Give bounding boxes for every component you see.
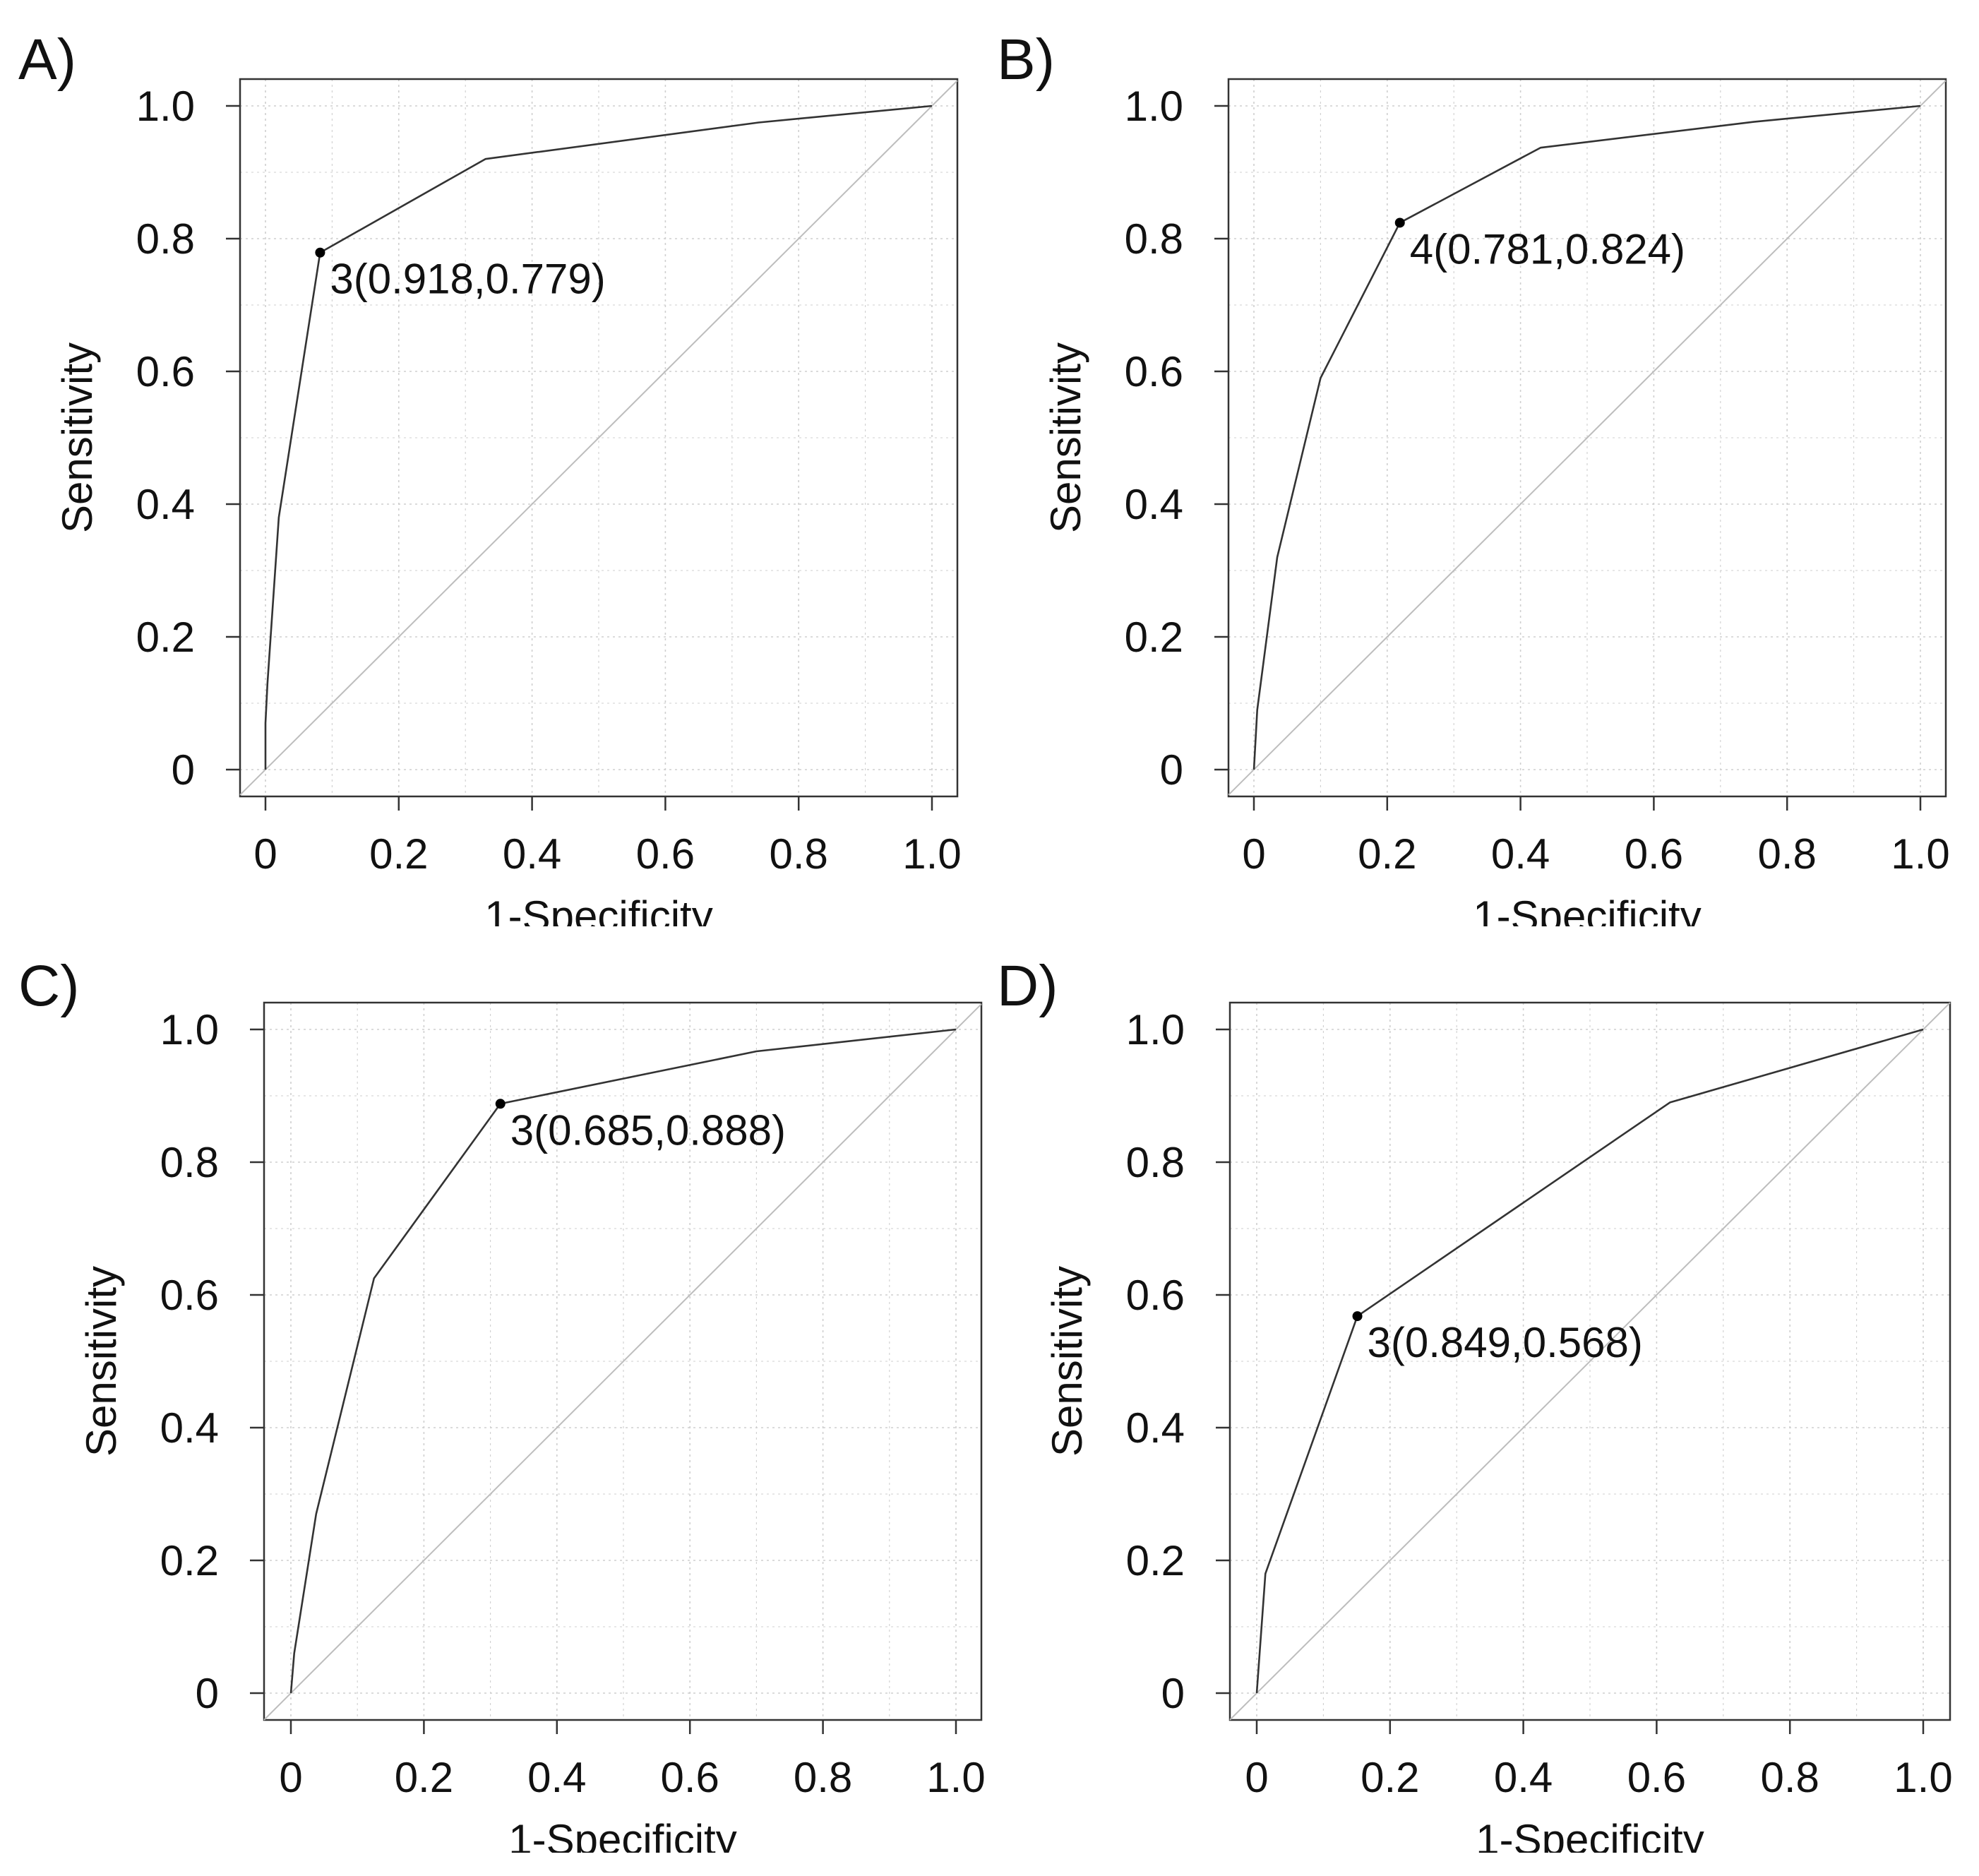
ticks: 0 0.2 0.4 0.6 0.8 1.0 0 0.2 0.4 0.6 0.8 1.0 — [1125, 83, 1950, 878]
panel-label: A) — [18, 28, 76, 92]
cutoff-point — [315, 247, 325, 258]
y-tick-label: 0.8 — [136, 215, 195, 263]
x-tick-label: 0.4 — [527, 1754, 586, 1801]
diagonal-reference-line — [1228, 80, 1947, 796]
cutoff-annotation: 3(0.849,0.568) — [1368, 1319, 1643, 1366]
x-tick-label: 0.2 — [395, 1754, 453, 1801]
panel-label: D) — [997, 954, 1058, 1018]
diagonal-reference-line — [239, 80, 958, 796]
roc-panel: 0 0.2 0.4 0.6 0.8 1.0 0 0.2 0.4 0.6 0.8 1.0 4(0.781,… — [988, 0, 1977, 940]
x-tick-label: 0.6 — [636, 830, 695, 878]
diagonal-reference-line — [263, 1003, 982, 1721]
cutoff-annotation: 3(0.918,0.779) — [330, 256, 605, 303]
x-axis-label: 1-Specificity — [508, 1816, 736, 1853]
panel-label: B) — [997, 28, 1055, 92]
roc-plot-svg: 0 0.2 0.4 0.6 0.8 1.0 0 0.2 0.4 0.6 0.8 1.0 3(0.849,… — [997, 954, 1953, 1863]
y-tick-label: 1.0 — [160, 1006, 219, 1053]
roc-curve — [1252, 104, 1921, 770]
y-tick-label: 0.2 — [136, 614, 195, 661]
roc-panel: 0 0.2 0.4 0.6 0.8 1.0 0 0.2 0.4 0.6 0.8 1.0 3(0.918,… — [0, 0, 988, 940]
y-axis-label: Sensitivity — [1042, 342, 1089, 533]
roc-plot-svg: 0 0.2 0.4 0.6 0.8 1.0 0 0.2 0.4 0.6 0.8 1.0 3(0.685,… — [18, 954, 986, 1863]
y-tick-label: 0.6 — [136, 348, 195, 395]
ticks: 0 0.2 0.4 0.6 0.8 1.0 0 0.2 0.4 0.6 0.8 1.0 — [1126, 1006, 1953, 1801]
x-tick-label: 0.4 — [1494, 1754, 1553, 1801]
roc-panel: 0 0.2 0.4 0.6 0.8 1.0 0 0.2 0.4 0.6 0.8 1.0 3(0.685,… — [0, 926, 988, 1863]
roc-curve — [264, 104, 933, 770]
y-tick-label: 0.2 — [160, 1537, 219, 1584]
y-tick-label: 0.6 — [1125, 348, 1183, 395]
x-tick-label: 0 — [253, 830, 277, 878]
grid — [240, 79, 957, 796]
diagonal-reference-line — [1229, 1002, 1951, 1721]
x-tick-label: 0.4 — [1491, 830, 1550, 878]
cutoff-point — [495, 1099, 506, 1109]
cutoff-point — [1394, 217, 1405, 228]
roc-plot-svg: 0 0.2 0.4 0.6 0.8 1.0 0 0.2 0.4 0.6 0.8 1.0 3(0.918,… — [18, 28, 962, 940]
y-tick-label: 0.6 — [1126, 1272, 1185, 1319]
x-tick-label: 0.2 — [369, 830, 428, 878]
x-tick-label: 1.0 — [1894, 1754, 1952, 1801]
x-tick-label: 1.0 — [926, 1754, 985, 1801]
roc-plot-svg: 0 0.2 0.4 0.6 0.8 1.0 0 0.2 0.4 0.6 0.8 1.0 4(0.781,… — [997, 28, 1950, 940]
cutoff-point — [1352, 1311, 1363, 1322]
y-tick-label: 1.0 — [1126, 1006, 1185, 1053]
x-axis-label: 1-Specificity — [484, 892, 712, 926]
x-tick-label: 0.8 — [769, 830, 827, 878]
plot-frame — [1228, 1001, 1951, 1721]
y-tick-label: 0.4 — [160, 1404, 219, 1452]
y-axis-label: Sensitivity — [1044, 1266, 1091, 1457]
y-tick-label: 0.2 — [1125, 614, 1183, 661]
x-tick-label: 0.8 — [1757, 830, 1816, 878]
y-axis-label: Sensitivity — [78, 1266, 125, 1457]
y-tick-label: 0.6 — [160, 1272, 219, 1319]
x-tick-label: 0.6 — [1625, 830, 1683, 878]
grid — [1228, 79, 1946, 796]
roc-curve — [289, 1028, 957, 1694]
plot-frame — [239, 78, 959, 798]
x-tick-label: 0.2 — [1358, 830, 1416, 878]
y-tick-label: 0.4 — [1125, 481, 1183, 528]
y-tick-label: 0.8 — [1125, 215, 1183, 263]
x-tick-label: 0.8 — [794, 1754, 852, 1801]
y-tick-label: 0 — [1160, 746, 1183, 794]
plot-frame — [1227, 78, 1947, 798]
y-tick-label: 1.0 — [1125, 83, 1183, 130]
ticks: 0 0.2 0.4 0.6 0.8 1.0 0 0.2 0.4 0.6 0.8 1.0 — [136, 83, 962, 878]
cutoff-annotation: 3(0.685,0.888) — [510, 1106, 786, 1154]
cutoff-annotation: 4(0.781,0.824) — [1410, 225, 1685, 273]
x-tick-label: 0 — [1245, 1754, 1268, 1801]
panel-label: C) — [18, 954, 80, 1018]
y-tick-label: 0.4 — [1126, 1404, 1185, 1452]
x-tick-label: 0.6 — [660, 1754, 719, 1801]
ticks: 0 0.2 0.4 0.6 0.8 1.0 0 0.2 0.4 0.6 0.8 1.0 — [160, 1006, 986, 1801]
x-tick-label: 0.6 — [1627, 1754, 1686, 1801]
x-tick-label: 1.0 — [1891, 830, 1949, 878]
grid — [264, 1003, 981, 1720]
x-tick-label: 0.4 — [503, 830, 561, 878]
x-axis-label: 1-Specificity — [1473, 892, 1701, 926]
x-tick-label: 1.0 — [902, 830, 961, 878]
x-tick-label: 0 — [1242, 830, 1265, 878]
plot-frame — [263, 1001, 983, 1721]
y-tick-label: 0 — [172, 746, 195, 794]
roc-panel: 0 0.2 0.4 0.6 0.8 1.0 0 0.2 0.4 0.6 0.8 1.0 3(0.849,… — [988, 926, 1977, 1863]
x-tick-label: 0.8 — [1760, 1754, 1819, 1801]
x-axis-label: 1-Specificity — [1476, 1816, 1704, 1853]
y-tick-label: 0 — [196, 1670, 219, 1717]
y-tick-label: 0.4 — [136, 481, 195, 528]
y-tick-label: 0.8 — [160, 1139, 219, 1186]
x-tick-label: 0.2 — [1361, 1754, 1419, 1801]
y-tick-label: 1.0 — [136, 83, 195, 130]
y-tick-label: 0 — [1161, 1670, 1185, 1717]
grid — [1230, 1003, 1950, 1720]
x-tick-label: 0 — [279, 1754, 302, 1801]
y-tick-label: 0.8 — [1126, 1139, 1185, 1186]
y-tick-label: 0.2 — [1126, 1537, 1185, 1584]
y-axis-label: Sensitivity — [54, 342, 101, 533]
